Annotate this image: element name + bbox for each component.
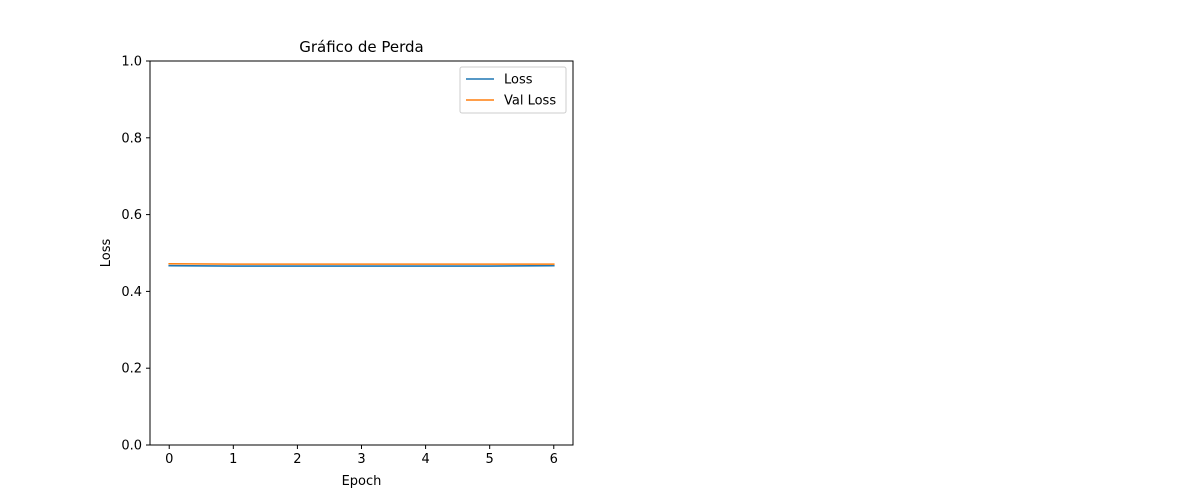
y-tick-label: 0.2 (121, 362, 142, 377)
x-tick-label: 5 (486, 452, 494, 467)
series-layer (168, 262, 555, 267)
x-tick-label: 4 (421, 452, 429, 467)
legend: Loss Val Loss (459, 66, 567, 114)
x-axis-label: Epoch (342, 474, 382, 489)
legend-label: Val Loss (504, 94, 556, 109)
x-tick-label: 6 (550, 452, 558, 467)
x-tick-label: 3 (357, 452, 365, 467)
y-tick-label: 0.8 (121, 131, 142, 146)
y-axis-ticks: 0.0 0.2 0.4 0.6 0.8 1.0 (121, 55, 150, 454)
x-axis-ticks: 0 1 2 3 4 5 6 (165, 445, 558, 467)
y-tick-label: 1.0 (121, 55, 142, 70)
x-tick-label: 2 (293, 452, 301, 467)
y-tick-label: 0.0 (121, 439, 142, 454)
chart-title: Gráfico de Perda (299, 38, 424, 56)
x-tick-label: 1 (229, 452, 237, 467)
legend-label: Loss (504, 73, 533, 88)
x-tick-label: 0 (165, 452, 173, 467)
y-tick-label: 0.6 (121, 208, 142, 223)
y-axis-label: Loss (99, 239, 114, 268)
y-tick-label: 0.4 (121, 285, 142, 300)
axes-frame (149, 60, 574, 446)
